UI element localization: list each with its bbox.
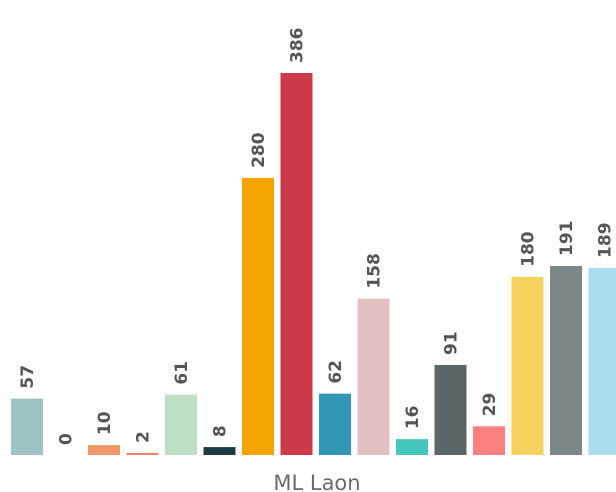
- value-label-9: 158: [365, 253, 385, 289]
- value-label-1: 0: [57, 433, 77, 445]
- bar-2[interactable]: [88, 445, 120, 455]
- bar-8[interactable]: [319, 393, 351, 455]
- category-label: ML Laon: [273, 471, 360, 492]
- bar-15[interactable]: [588, 267, 616, 455]
- value-label-8: 62: [326, 360, 346, 384]
- value-label-12: 29: [480, 393, 500, 417]
- bars-group: [11, 73, 616, 455]
- value-label-4: 61: [172, 361, 192, 385]
- value-label-15: 189: [596, 222, 616, 258]
- bar-9[interactable]: [357, 298, 390, 455]
- value-label-11: 91: [442, 331, 462, 355]
- bar-0[interactable]: [11, 398, 43, 455]
- bar-11[interactable]: [434, 364, 467, 455]
- value-label-2: 10: [95, 411, 115, 435]
- bar-4[interactable]: [165, 394, 197, 455]
- value-label-5: 8: [211, 425, 231, 437]
- value-label-6: 280: [249, 132, 269, 168]
- value-label-7: 386: [288, 28, 308, 64]
- value-label-13: 180: [519, 231, 539, 267]
- value-label-14: 191: [557, 220, 577, 256]
- bar-10[interactable]: [396, 439, 428, 455]
- bar-6[interactable]: [242, 177, 274, 455]
- bar-14[interactable]: [550, 265, 582, 455]
- bar-12[interactable]: [473, 426, 505, 455]
- value-labels-group: 57 0 10 2 61 8 280 386 62 158 16 91 29 180 191 189: [18, 28, 616, 446]
- bar-3[interactable]: [126, 453, 159, 455]
- value-label-3: 2: [134, 431, 154, 443]
- value-label-10: 16: [403, 405, 423, 429]
- bar-13[interactable]: [511, 276, 544, 455]
- bar-7[interactable]: [280, 73, 313, 455]
- bar-5[interactable]: [203, 447, 236, 455]
- value-label-0: 57: [18, 365, 38, 389]
